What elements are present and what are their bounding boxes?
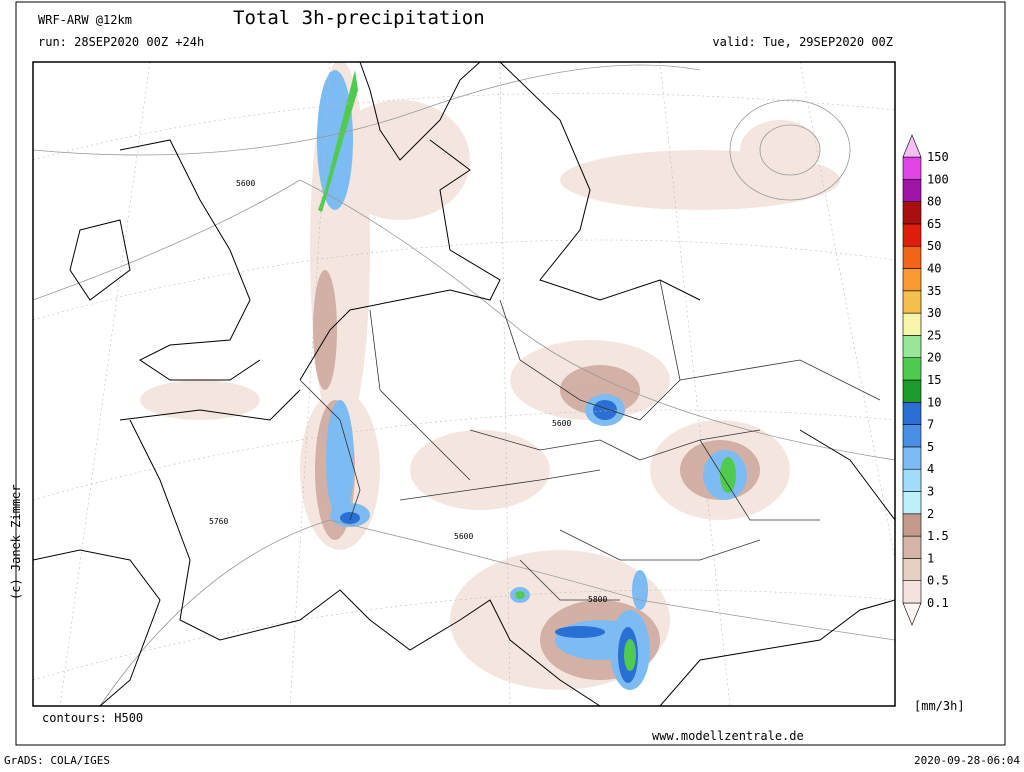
colorbar-swatch [902,201,922,225]
colorbar-swatch [902,424,922,448]
title: Total 3h-precipitation [233,7,485,29]
colorbar-swatch [902,134,922,158]
footer-timestamp: 2020-09-28-06:04 [914,754,1020,767]
credit: (c) Janek Zimmer [9,484,23,600]
colorbar-label: 65 [927,217,941,231]
contour-label: 5800 [588,595,607,604]
run-label: run: 28SEP2020 00Z +24h [38,35,204,49]
colorbar-label: 20 [927,351,941,365]
h500-contours [33,64,895,706]
colorbar-swatch [902,468,922,492]
colorbar-swatch [902,580,922,604]
colorbar-swatch [902,245,922,269]
contour-label: 5600 [552,419,571,428]
colorbar-swatch [902,156,922,180]
country-borders [299,279,881,601]
footer-software: GrADS: COLA/IGES [4,754,110,767]
contour-label: 5600 [454,532,473,541]
colorbar-swatch [902,335,922,358]
colorbar-swatch [902,223,922,247]
colorbar-swatch [902,268,922,292]
valid-label: valid: Tue, 29SEP2020 00Z [712,35,893,49]
colorbar-swatch [902,312,922,336]
colorbar-label: 80 [927,195,941,209]
colorbar-swatch [902,558,922,582]
colorbar-label: 15 [927,373,941,387]
colorbar-label: 0.5 [927,574,949,588]
colorbar-swatch [902,535,922,559]
colorbar-label: 2 [927,507,934,521]
map: 5600 5600 5760 5600 5800 (c) Janek Zimmer co… [9,61,896,743]
contours-label: contours: H500 [42,711,143,725]
website: www.modellzentrale.de [652,729,804,743]
colorbar-label: 1.5 [927,529,949,543]
colorbar-swatch [902,513,922,537]
colorbar-label: 0.1 [927,596,949,610]
colorbar-swatch [902,290,922,314]
colorbar-label: 150 [927,150,949,164]
colorbar-label: 25 [927,328,941,342]
colorbar-label: 30 [927,306,941,320]
colorbar: 0.1 0.5 1 1.5 2 3 4 5 7 10 15 20 25 30 35 40 50 65 80 100 15… [902,134,949,626]
colorbar-swatch [902,179,922,202]
coastlines [33,62,895,706]
colorbar-label: 10 [927,395,941,409]
colorbar-label: 5 [927,440,934,454]
colorbar-label: 4 [927,462,934,476]
colorbar-label: 1 [927,551,934,565]
colorbar-swatch [902,491,922,515]
colorbar-label: 7 [927,418,934,432]
map-frame [32,61,896,707]
contour-label: 5760 [209,517,228,526]
colorbar-label: 35 [927,284,941,298]
colorbar-swatch [902,379,922,403]
model-label: WRF-ARW @12km [38,13,132,27]
colorbar-swatch [902,357,922,381]
colorbar-swatch [902,446,922,470]
contour-label: 5600 [236,179,255,188]
colorbar-label: 3 [927,485,934,499]
colorbar-swatch [902,401,922,425]
precip-extreme [318,70,736,671]
colorbar-label: 100 [927,172,949,186]
colorbar-label: 50 [927,239,941,253]
colorbar-unit: [mm/3h] [914,699,965,713]
colorbar-label: 40 [927,262,941,276]
